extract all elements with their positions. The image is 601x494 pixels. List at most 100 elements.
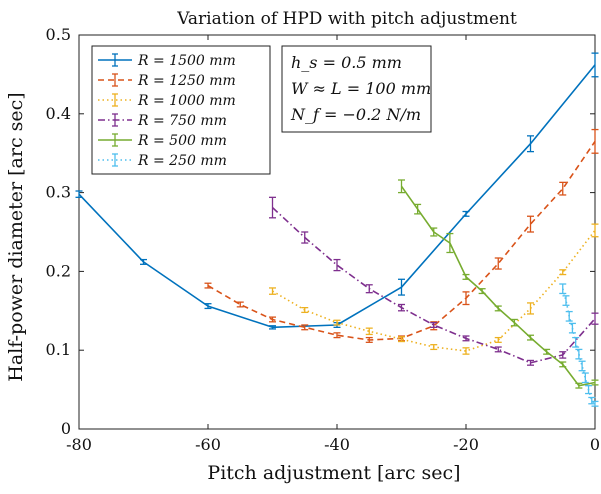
- y-tick-label: 0.3: [46, 183, 71, 202]
- error-bar: [301, 306, 309, 314]
- y-tick-label: 0.1: [46, 340, 71, 359]
- error-bar: [398, 336, 405, 343]
- error-bar: [527, 135, 534, 153]
- legend-box: [91, 45, 271, 175]
- error-bar: [333, 332, 341, 339]
- x-tick-label: -60: [195, 435, 221, 454]
- error-bar: [478, 288, 486, 295]
- series-2: [269, 223, 599, 355]
- legend-item: R = 500 mm: [98, 133, 227, 149]
- legend-label: R = 750 mm: [137, 113, 227, 129]
- error-bar: [269, 287, 276, 295]
- error-bar: [527, 334, 534, 341]
- series-4: [398, 179, 599, 389]
- annotation-line-wl: W ≈ L = 100 mm: [291, 79, 431, 98]
- legend-label: R = 1500 mm: [137, 53, 236, 69]
- error-bar: [236, 301, 244, 308]
- annotation-line-hs: h_s = 0.5 mm: [291, 53, 402, 72]
- error-bar: [269, 316, 276, 323]
- x-tick-label: 0: [590, 435, 600, 454]
- error-bar: [269, 196, 276, 219]
- legend-item: R = 750 mm: [98, 113, 227, 129]
- legend-item: R = 250 mm: [98, 153, 227, 169]
- error-bar: [527, 359, 534, 366]
- legend-label: R = 1250 mm: [137, 73, 236, 89]
- error-bar: [301, 324, 309, 331]
- legend: R = 1500 mm R = 1250 mm R = 1000 mm R = 750…: [91, 45, 271, 175]
- error-bar: [588, 396, 596, 405]
- error-bar: [568, 322, 576, 334]
- error-bar: [559, 283, 567, 295]
- parameter-annotation-box: h_s = 0.5 mm W ≈ L = 100 mm N_f = −0.2 N…: [281, 45, 432, 133]
- error-bar: [204, 303, 212, 310]
- error-bar: [578, 360, 586, 372]
- y-tick-label: 0.4: [46, 104, 71, 123]
- error-bar: [333, 258, 341, 272]
- series-line: [271, 207, 596, 364]
- error-bar: [581, 372, 589, 384]
- y-tick-label: 0: [61, 419, 71, 438]
- annotation-line-nf: N_f = −0.2 N/m: [290, 105, 421, 124]
- error-bar: [462, 291, 470, 306]
- series-line: [400, 185, 596, 387]
- error-bar: [494, 257, 502, 270]
- error-bar: [585, 385, 593, 395]
- legend-item: R = 1500 mm: [98, 53, 236, 69]
- error-bar: [559, 181, 567, 196]
- error-bar: [462, 210, 470, 217]
- error-bar: [527, 215, 534, 233]
- error-bar: [204, 282, 212, 289]
- error-bar: [446, 232, 454, 254]
- error-bar: [494, 336, 502, 343]
- error-bar: [559, 351, 567, 359]
- error-bar: [591, 52, 599, 78]
- error-bar: [591, 400, 599, 407]
- error-bar: [543, 348, 551, 355]
- error-bar: [398, 303, 405, 312]
- legend-item: R = 1250 mm: [98, 73, 236, 89]
- error-bar: [575, 348, 583, 360]
- error-bar: [494, 305, 502, 312]
- error-bar: [365, 336, 373, 343]
- error-bar: [510, 318, 518, 327]
- error-bar: [591, 379, 599, 386]
- error-bar: [365, 284, 373, 294]
- error-bar: [572, 336, 580, 348]
- error-bar: [591, 223, 599, 238]
- error-bar: [430, 321, 438, 328]
- error-bar: [562, 295, 570, 306]
- error-bar: [398, 179, 405, 194]
- y-axis-label: Half-power diameter [arc sec]: [5, 92, 27, 381]
- error-bar: [333, 319, 341, 326]
- error-bar: [591, 312, 599, 325]
- error-bar: [462, 273, 470, 280]
- error-bar: [575, 382, 583, 389]
- legend-label: R = 500 mm: [137, 133, 227, 149]
- error-bar: [398, 278, 405, 296]
- chart-title: Variation of HPD with pitch adjustment: [176, 9, 517, 29]
- error-bar: [591, 128, 599, 154]
- error-bar: [462, 335, 470, 342]
- y-tick-label: 0.2: [46, 261, 71, 280]
- error-bar: [462, 347, 470, 355]
- error-bar: [559, 269, 567, 276]
- x-tick-label: -40: [324, 435, 350, 454]
- y-tick-label: 0.5: [46, 25, 71, 44]
- series-line: [272, 229, 596, 352]
- error-bar: [414, 203, 422, 215]
- series-5: [559, 283, 599, 407]
- error-bar: [269, 325, 276, 330]
- x-axis-label: Pitch adjustment [arc sec]: [207, 462, 460, 484]
- x-tick-label: -20: [453, 435, 479, 454]
- legend-label: R = 1000 mm: [137, 93, 236, 109]
- x-tick-label: -80: [66, 435, 92, 454]
- legend-label: R = 250 mm: [137, 153, 227, 169]
- error-bar: [494, 346, 502, 353]
- error-bar: [430, 227, 438, 237]
- series-3: [269, 196, 599, 366]
- error-bar: [140, 258, 147, 265]
- error-bar: [365, 327, 373, 336]
- legend-item: R = 1000 mm: [98, 93, 236, 109]
- error-bar: [430, 344, 438, 351]
